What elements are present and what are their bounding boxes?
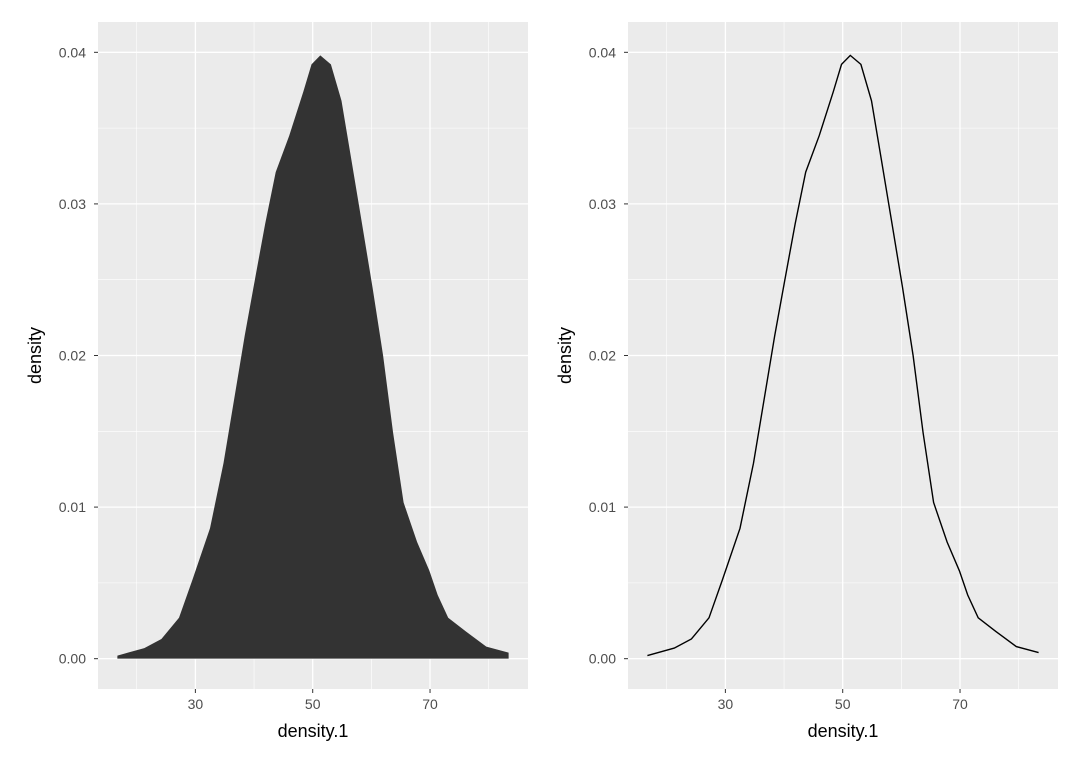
y-tick-label: 0.01 bbox=[59, 499, 86, 515]
y-tick-label: 0.04 bbox=[59, 44, 86, 60]
density-line bbox=[647, 54, 1039, 657]
y-tick-label: 0.01 bbox=[589, 499, 616, 515]
x-tick-label: 70 bbox=[952, 696, 968, 712]
y-axis-title: density bbox=[555, 327, 575, 384]
y-tick-label: 0.04 bbox=[589, 44, 616, 60]
y-tick-label: 0.03 bbox=[589, 196, 616, 212]
y-tick-label: 0.02 bbox=[589, 348, 616, 364]
x-tick-label: 30 bbox=[188, 696, 204, 712]
y-tick-label: 0.03 bbox=[59, 196, 86, 212]
x-axis-title: density.1 bbox=[278, 721, 349, 741]
y-tick-label: 0.00 bbox=[589, 651, 616, 667]
x-tick-label: 70 bbox=[422, 696, 438, 712]
x-tick-label: 50 bbox=[305, 696, 321, 712]
density-area bbox=[117, 55, 509, 659]
x-axis-title: density.1 bbox=[808, 721, 879, 741]
panel-2: 30 50 70 0.00 0.01 0.02 0.03 0.04 density.1 densi… bbox=[555, 22, 1058, 741]
panel-1: 30 50 70 0.00 0.01 0.02 0.03 0.04 density.1 densi… bbox=[25, 22, 528, 741]
y-tick-label: 0.00 bbox=[59, 651, 86, 667]
x-tick-label: 50 bbox=[835, 696, 851, 712]
y-axis-title: density bbox=[25, 327, 45, 384]
y-tick-label: 0.02 bbox=[59, 348, 86, 364]
x-tick-label: 30 bbox=[718, 696, 734, 712]
